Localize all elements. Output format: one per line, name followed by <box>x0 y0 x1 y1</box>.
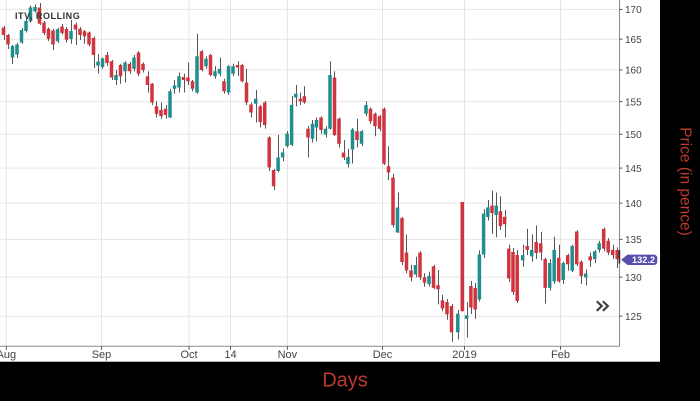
svg-text:160: 160 <box>625 66 642 77</box>
svg-text:Feb: Feb <box>551 349 570 361</box>
svg-text:Sep: Sep <box>92 349 112 361</box>
svg-text:Price (in pence): Price (in pence) <box>677 127 694 236</box>
svg-text:2019: 2019 <box>452 349 476 361</box>
svg-text:140: 140 <box>625 199 642 210</box>
svg-text:155: 155 <box>625 97 642 108</box>
svg-text:150: 150 <box>625 130 642 141</box>
svg-text:132.2: 132.2 <box>632 255 655 265</box>
svg-text:Days: Days <box>322 370 368 392</box>
svg-text:Oct: Oct <box>180 349 197 361</box>
svg-text:135: 135 <box>625 235 642 246</box>
svg-text:170: 170 <box>625 5 642 16</box>
svg-text:Aug: Aug <box>0 349 16 361</box>
svg-text:Dec: Dec <box>373 349 393 361</box>
svg-text:ITV, ROLLING: ITV, ROLLING <box>15 11 80 21</box>
svg-text:14: 14 <box>224 349 236 361</box>
svg-text:165: 165 <box>625 35 642 46</box>
svg-text:Nov: Nov <box>278 349 298 361</box>
svg-text:125: 125 <box>625 312 642 323</box>
svg-text:145: 145 <box>625 164 642 175</box>
svg-text:130: 130 <box>625 273 642 284</box>
